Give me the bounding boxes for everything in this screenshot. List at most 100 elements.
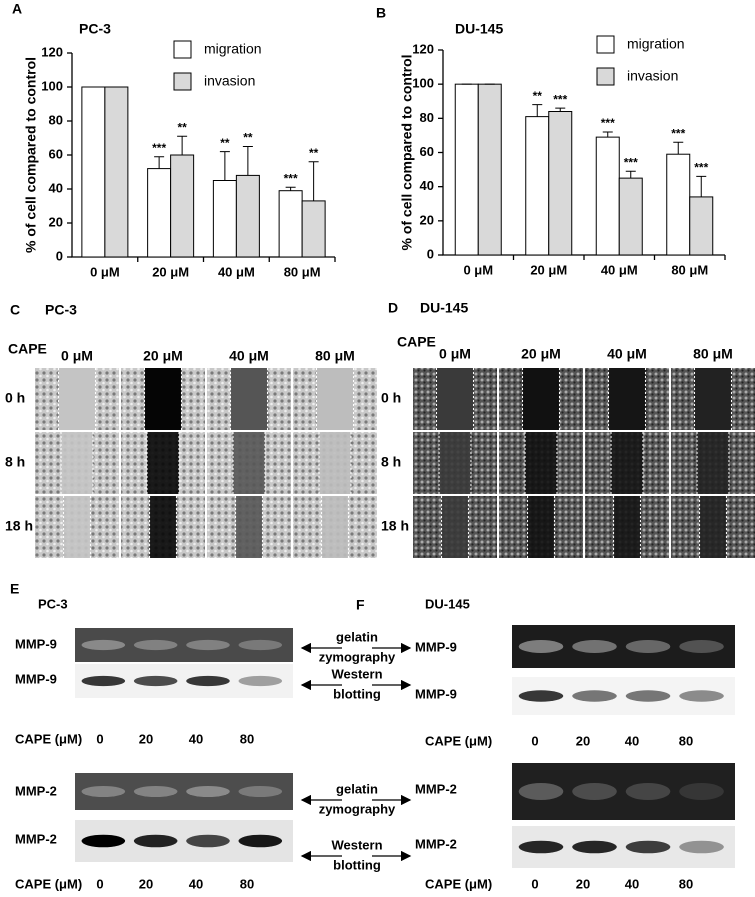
bar [454,83,479,256]
dose-value: 40 [625,733,639,748]
blot-label: MMP-9 [15,636,57,651]
x-tick-label: 40 μM [218,264,255,279]
cell-line: DU-145 [425,596,470,611]
significance-label: *** [152,141,166,155]
bar [170,154,195,258]
method-label: zymography [319,649,396,664]
cell-line: PC-3 [38,596,68,611]
blot-label: MMP-9 [415,639,457,654]
column-label: 0 μM [439,346,471,362]
significance-label: ** [533,89,543,103]
scratch-gap [144,368,182,430]
dose-value: 80 [240,731,254,746]
treatment-label: CAPE [8,341,47,357]
treatment-label: CAPE [397,334,436,350]
gel-band [133,785,178,798]
error-bar [285,186,296,191]
legend-label: invasion [627,68,678,84]
panel-label: E [10,581,19,597]
blot-label: MMP-2 [415,781,457,796]
column-label: 40 μM [607,346,647,362]
gel-band [238,785,283,798]
y-tick-label: 80 [49,112,63,127]
significance-label: ** [177,120,187,134]
gel-band [186,639,230,651]
gel-band [518,840,564,854]
legend-swatch [173,40,192,59]
dose-value: 20 [139,876,153,891]
y-tick-label: 120 [412,41,434,56]
y-tick-label: 60 [420,144,434,159]
dose-label: CAPE (μM) [425,876,492,891]
dose-value: 40 [625,876,639,891]
column-label: 20 μM [521,346,561,362]
gel-band [679,690,724,702]
row-label: 8 h [381,454,401,470]
column-label: 0 μM [61,348,93,364]
significance-label: *** [284,171,298,185]
method-label: blotting [333,857,381,872]
row-label: 18 h [5,518,33,534]
gel-band [81,639,126,651]
panel-label: F [356,597,365,613]
panel-label: B [376,5,386,21]
y-axis-label: % of cell compared to control [23,57,39,253]
x-tick-label: 0 μM [463,262,493,277]
error-bar [696,175,707,197]
bar [301,200,326,258]
method-label: gelatin [336,629,378,644]
x-tick-label: 20 μM [530,262,567,277]
dose-value: 0 [531,876,538,891]
gel-band [133,834,178,848]
cell-line: DU-145 [420,300,468,316]
dose-value: 80 [240,876,254,891]
y-tick-label: 120 [41,44,63,59]
dose-label: CAPE (μM) [425,733,492,748]
dose-value: 20 [139,731,153,746]
error-bar [602,131,613,138]
legend-label: migration [204,41,262,57]
bar [477,83,502,256]
x-tick-label: 0 μM [90,264,120,279]
y-tick-label: 80 [420,110,434,125]
x-tick-label: 80 μM [671,262,708,277]
x-tick-label: 40 μM [601,262,638,277]
gel-band [238,834,283,848]
gel-band [625,640,671,653]
gel-band [679,782,724,801]
error-bar [625,170,636,179]
method-label: gelatin [336,781,378,796]
dose-value: 20 [576,733,590,748]
dose-label: CAPE (μM) [15,731,82,746]
bar [147,168,172,258]
cell-line: PC-3 [45,302,77,318]
gel-band [625,840,671,854]
bar [278,190,303,258]
scratch-gap [235,496,263,558]
scratch-gap [233,432,265,494]
significance-label: *** [624,155,638,169]
bar [666,153,691,256]
gel-band [679,840,724,854]
dose-value: 0 [96,876,103,891]
dose-value: 0 [96,731,103,746]
error-bar [673,141,684,155]
significance-label: *** [553,92,567,106]
dose-value: 80 [679,733,693,748]
significance-label: ** [243,131,253,145]
dose-value: 20 [576,876,590,891]
bar [104,86,129,258]
scratch-gap [441,496,469,558]
dose-value: 80 [679,876,693,891]
significance-label: *** [601,116,615,130]
gel-band [518,690,564,702]
column-label: 40 μM [229,348,269,364]
error-bar [177,135,188,155]
blot-label: MMP-9 [15,671,57,686]
error-bar [154,156,165,169]
gel-band [625,782,671,801]
method-label: blotting [333,686,381,701]
scratch-gap [525,432,557,494]
method-label: Western [331,837,382,852]
y-tick-label: 100 [41,78,63,93]
